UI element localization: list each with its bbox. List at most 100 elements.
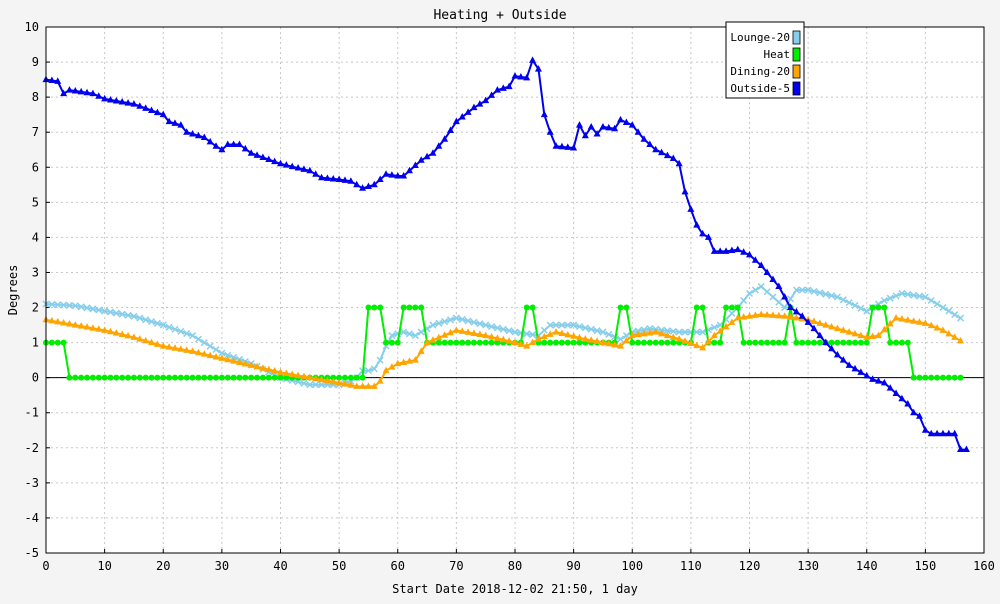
- data-point: [423, 152, 431, 160]
- data-point: [71, 302, 79, 310]
- y-axis-label: Degrees: [6, 265, 20, 316]
- data-point: [869, 304, 876, 311]
- data-point: [405, 166, 413, 174]
- data-point: [101, 307, 109, 315]
- x-tick-label: 20: [156, 559, 170, 573]
- data-point: [763, 288, 771, 296]
- data-point: [488, 332, 496, 340]
- data-point: [734, 314, 742, 321]
- data-point: [194, 131, 202, 139]
- data-point: [717, 339, 724, 346]
- data-point: [365, 304, 372, 311]
- data-point: [71, 321, 79, 328]
- data-point: [353, 374, 360, 381]
- data-point: [775, 311, 783, 319]
- data-point: [224, 351, 232, 359]
- data-point: [95, 92, 103, 99]
- data-point: [805, 339, 812, 346]
- data-point: [734, 304, 741, 311]
- data-point: [599, 328, 607, 336]
- data-point: [370, 365, 378, 373]
- data-point: [89, 89, 97, 97]
- data-point: [364, 382, 372, 389]
- data-point: [628, 331, 636, 339]
- data-point: [547, 339, 554, 346]
- y-tick-label: 1: [32, 336, 39, 350]
- data-point: [764, 339, 771, 346]
- data-point: [312, 374, 320, 382]
- data-point: [282, 369, 290, 376]
- data-point: [646, 325, 654, 333]
- data-point: [552, 328, 560, 335]
- data-point: [634, 128, 642, 135]
- series-layer: [42, 56, 970, 453]
- data-point: [934, 374, 941, 381]
- data-point: [564, 339, 571, 346]
- data-point: [124, 99, 132, 106]
- data-point: [629, 339, 636, 346]
- data-point: [863, 307, 871, 315]
- data-point: [224, 374, 231, 381]
- data-point: [558, 321, 566, 329]
- data-point: [928, 374, 935, 381]
- data-point: [394, 339, 401, 346]
- data-point: [160, 374, 167, 381]
- data-point: [541, 339, 548, 346]
- data-point: [177, 121, 185, 128]
- data-point: [828, 339, 835, 346]
- data-point: [341, 176, 349, 183]
- data-point: [130, 374, 137, 381]
- x-tick-label: 80: [508, 559, 522, 573]
- data-point: [939, 374, 946, 381]
- data-point: [201, 374, 208, 381]
- data-point: [78, 374, 85, 381]
- data-point: [206, 351, 214, 359]
- data-point: [382, 170, 390, 177]
- data-point: [570, 339, 577, 346]
- data-point: [341, 380, 349, 387]
- data-point: [851, 364, 859, 372]
- data-point: [915, 292, 924, 300]
- data-point: [452, 117, 460, 125]
- data-point: [470, 339, 477, 346]
- data-point: [617, 342, 625, 349]
- data-point: [922, 374, 929, 381]
- data-point: [740, 296, 748, 305]
- data-point: [405, 357, 413, 364]
- plot-frame: [45, 26, 985, 554]
- data-point: [329, 174, 337, 182]
- x-tick-label: 160: [973, 559, 995, 573]
- data-point: [77, 87, 85, 95]
- data-point: [575, 322, 584, 330]
- data-point: [106, 327, 114, 335]
- data-point: [663, 151, 671, 159]
- data-point: [154, 374, 161, 381]
- data-point: [54, 301, 62, 309]
- data-point: [769, 293, 777, 301]
- data-point: [880, 325, 888, 333]
- legend-swatch: [792, 64, 801, 79]
- data-point: [581, 335, 589, 342]
- data-point: [669, 333, 677, 340]
- data-point: [658, 329, 666, 337]
- data-point: [716, 327, 724, 334]
- data-point: [746, 250, 753, 258]
- data-point: [658, 339, 665, 346]
- data-point: [675, 159, 683, 167]
- data-point: [921, 293, 929, 301]
- legend-swatch: [792, 81, 801, 96]
- legend-box: [725, 21, 805, 99]
- data-point: [142, 316, 150, 324]
- data-point: [89, 324, 97, 331]
- data-point: [816, 331, 824, 339]
- x-tick-label: 130: [797, 559, 819, 573]
- data-point: [400, 358, 408, 365]
- data-point: [605, 123, 613, 131]
- data-point: [951, 311, 959, 319]
- data-point: [189, 374, 196, 381]
- data-point: [195, 374, 202, 381]
- data-point: [388, 171, 396, 178]
- data-point: [347, 374, 354, 381]
- data-point: [570, 143, 578, 151]
- data-point: [247, 361, 255, 368]
